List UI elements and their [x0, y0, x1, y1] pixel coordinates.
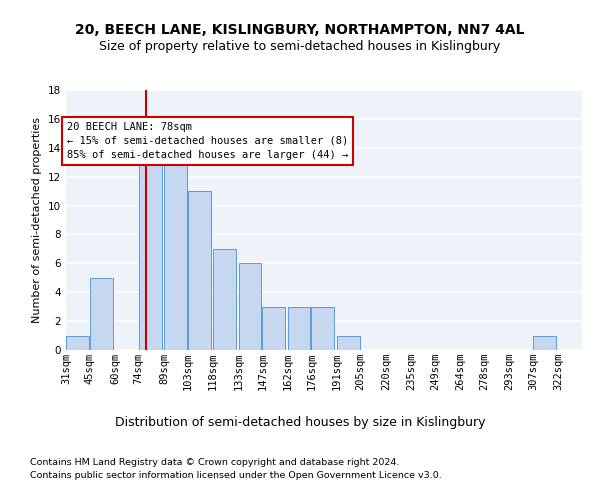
Bar — [213, 249, 236, 350]
Bar — [337, 336, 359, 350]
Bar — [533, 336, 556, 350]
Bar — [287, 306, 310, 350]
Text: 20, BEECH LANE, KISLINGBURY, NORTHAMPTON, NN7 4AL: 20, BEECH LANE, KISLINGBURY, NORTHAMPTON… — [75, 22, 525, 36]
Y-axis label: Number of semi-detached properties: Number of semi-detached properties — [32, 117, 43, 323]
Bar — [139, 148, 161, 350]
Text: Contains public sector information licensed under the Open Government Licence v3: Contains public sector information licen… — [30, 472, 442, 480]
Text: Size of property relative to semi-detached houses in Kislingbury: Size of property relative to semi-detach… — [100, 40, 500, 53]
Text: 20 BEECH LANE: 78sqm
← 15% of semi-detached houses are smaller (8)
85% of semi-d: 20 BEECH LANE: 78sqm ← 15% of semi-detac… — [67, 122, 348, 160]
Bar — [66, 336, 89, 350]
Bar — [311, 306, 334, 350]
Bar — [164, 148, 187, 350]
Bar — [262, 306, 285, 350]
Bar — [188, 191, 211, 350]
Text: Distribution of semi-detached houses by size in Kislingbury: Distribution of semi-detached houses by … — [115, 416, 485, 429]
Bar — [89, 278, 113, 350]
Bar — [239, 264, 262, 350]
Text: Contains HM Land Registry data © Crown copyright and database right 2024.: Contains HM Land Registry data © Crown c… — [30, 458, 400, 467]
